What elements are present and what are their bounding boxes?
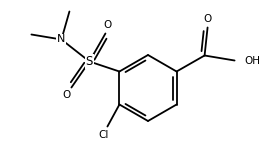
- Text: O: O: [204, 14, 212, 24]
- Text: N: N: [57, 35, 66, 45]
- Text: Cl: Cl: [98, 130, 109, 140]
- Text: O: O: [103, 21, 112, 31]
- Text: O: O: [62, 90, 70, 100]
- Text: S: S: [86, 55, 93, 68]
- Text: OH: OH: [244, 55, 261, 66]
